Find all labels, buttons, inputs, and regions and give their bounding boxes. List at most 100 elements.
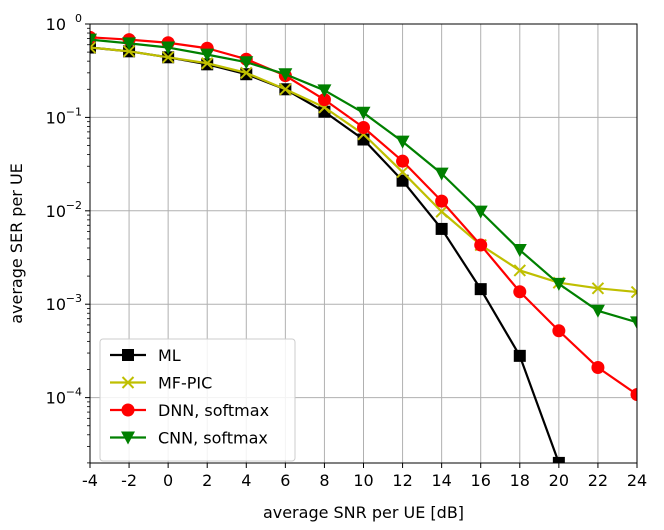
data-point-mf-pic: [240, 66, 253, 80]
x-marker-stroke: [591, 282, 605, 295]
triangle-marker-shape: [512, 244, 527, 258]
circle-marker-shape: [396, 154, 410, 168]
data-point-ml: [474, 283, 487, 296]
triangle-marker-shape: [278, 68, 293, 82]
x-marker-stroke: [201, 57, 214, 70]
square-marker-shape: [122, 349, 134, 361]
square-marker-shape: [396, 174, 409, 187]
data-point-mf-pic: [201, 57, 214, 70]
data-point-dnn-softmax: [552, 324, 566, 338]
x-tick-label: 16: [471, 471, 491, 490]
data-point-cnn-softmax: [512, 244, 527, 258]
circle-marker-shape: [435, 194, 449, 208]
y-tick-exponent: −1: [66, 105, 82, 118]
y-tick-exponent: −3: [66, 292, 82, 305]
triangle-marker-shape: [317, 84, 332, 98]
legend-box: [99, 338, 296, 462]
data-point-ml: [513, 349, 526, 362]
circle-marker-shape: [630, 387, 637, 401]
legend-marker-ml: [122, 349, 134, 361]
legend-entry-dnn-softmax: DNN, softmax: [110, 401, 269, 420]
circle-marker-shape: [317, 93, 331, 107]
x-marker-stroke: [90, 46, 97, 54]
x-marker-stroke: [121, 376, 135, 389]
x-marker-stroke: [435, 205, 448, 218]
x-tick-label: -4: [82, 471, 98, 490]
legend-marker-mf-pic: [121, 376, 135, 389]
series-cnn-softmax: [90, 33, 637, 330]
data-point-cnn-softmax: [122, 37, 137, 51]
x-marker-stroke: [122, 45, 136, 58]
data-point-dnn-softmax: [474, 238, 488, 252]
triangle-marker-shape: [551, 277, 566, 291]
data-point-cnn-softmax: [590, 304, 605, 318]
data-point-cnn-softmax: [317, 84, 332, 98]
legend-label-dnn-softmax: DNN, softmax: [158, 401, 269, 420]
square-marker-shape: [513, 349, 526, 362]
data-point-cnn-softmax: [551, 277, 566, 291]
x-tick-label: 22: [588, 471, 608, 490]
triangle-marker-shape: [630, 316, 637, 330]
x-marker-stroke: [161, 51, 175, 64]
data-point-mf-pic: [122, 45, 136, 58]
circle-marker-shape: [474, 238, 488, 252]
x-tick-label: 6: [280, 471, 290, 490]
y-tick-exponent: −4: [66, 386, 82, 399]
x-marker-stroke: [630, 285, 637, 294]
data-point-mf-pic: [630, 285, 637, 299]
x-marker-stroke: [240, 66, 253, 80]
legend-label-cnn-softmax: CNN, softmax: [158, 429, 268, 448]
legend-marker-cnn-softmax: [121, 431, 135, 445]
circle-marker-shape: [357, 120, 370, 134]
data-point-cnn-softmax: [630, 316, 637, 330]
data-point-cnn-softmax: [473, 205, 488, 219]
series-layer: [90, 30, 637, 463]
circle-marker-shape: [513, 285, 527, 299]
x-marker-stroke: [513, 264, 526, 277]
legend-entry-ml: ML: [110, 346, 181, 365]
triangle-marker-shape: [239, 56, 254, 70]
x-axis: -4 -2 0 2 4 6 8 10 12 14 16 18 20 22 24: [82, 463, 647, 490]
data-point-dnn-softmax: [396, 154, 410, 168]
x-tick-label: 10: [353, 471, 373, 490]
data-point-cnn-softmax: [434, 167, 449, 181]
triangle-marker-shape: [434, 167, 449, 181]
circle-marker-shape: [552, 324, 566, 338]
x-marker-stroke: [279, 83, 292, 96]
data-point-cnn-softmax: [90, 33, 97, 47]
x-tick-label: 8: [319, 471, 329, 490]
triangle-marker-shape: [590, 304, 605, 318]
x-tick-label: -2: [121, 471, 137, 490]
x-marker-stroke: [396, 165, 409, 179]
data-point-dnn-softmax: [435, 194, 449, 208]
data-point-mf-pic: [90, 41, 97, 54]
data-point-dnn-softmax: [317, 93, 331, 107]
circle-marker-shape: [121, 403, 135, 417]
triangle-marker-shape: [356, 106, 371, 120]
data-point-mf-pic: [396, 165, 409, 179]
x-axis-label: average SNR per UE [dB]: [263, 503, 464, 522]
data-point-cnn-softmax: [356, 106, 371, 120]
data-point-mf-pic: [161, 51, 175, 64]
square-marker-shape: [552, 456, 565, 463]
data-point-cnn-softmax: [200, 48, 215, 62]
data-point-dnn-softmax: [513, 285, 527, 299]
x-tick-label: 0: [163, 471, 173, 490]
data-point-cnn-softmax: [161, 41, 176, 55]
circle-marker-shape: [591, 361, 605, 375]
data-point-dnn-softmax: [630, 387, 637, 401]
data-point-mf-pic: [435, 205, 448, 218]
x-tick-label: 24: [627, 471, 647, 490]
legend-label-mf-pic: MF-PIC: [158, 374, 212, 393]
data-point-cnn-softmax: [395, 135, 410, 149]
triangle-marker-shape: [161, 41, 176, 55]
triangle-marker-shape: [122, 37, 137, 51]
data-point-dnn-softmax: [591, 361, 605, 375]
legend: ML MF-PIC DNN, softmax CNN, softmax: [99, 338, 296, 462]
y-tick-exponent: 0: [75, 12, 82, 25]
triangle-marker-shape: [121, 431, 135, 445]
x-marker-stroke: [90, 41, 97, 49]
data-point-ml: [435, 222, 448, 235]
y-tick-exponent: −2: [66, 199, 82, 212]
